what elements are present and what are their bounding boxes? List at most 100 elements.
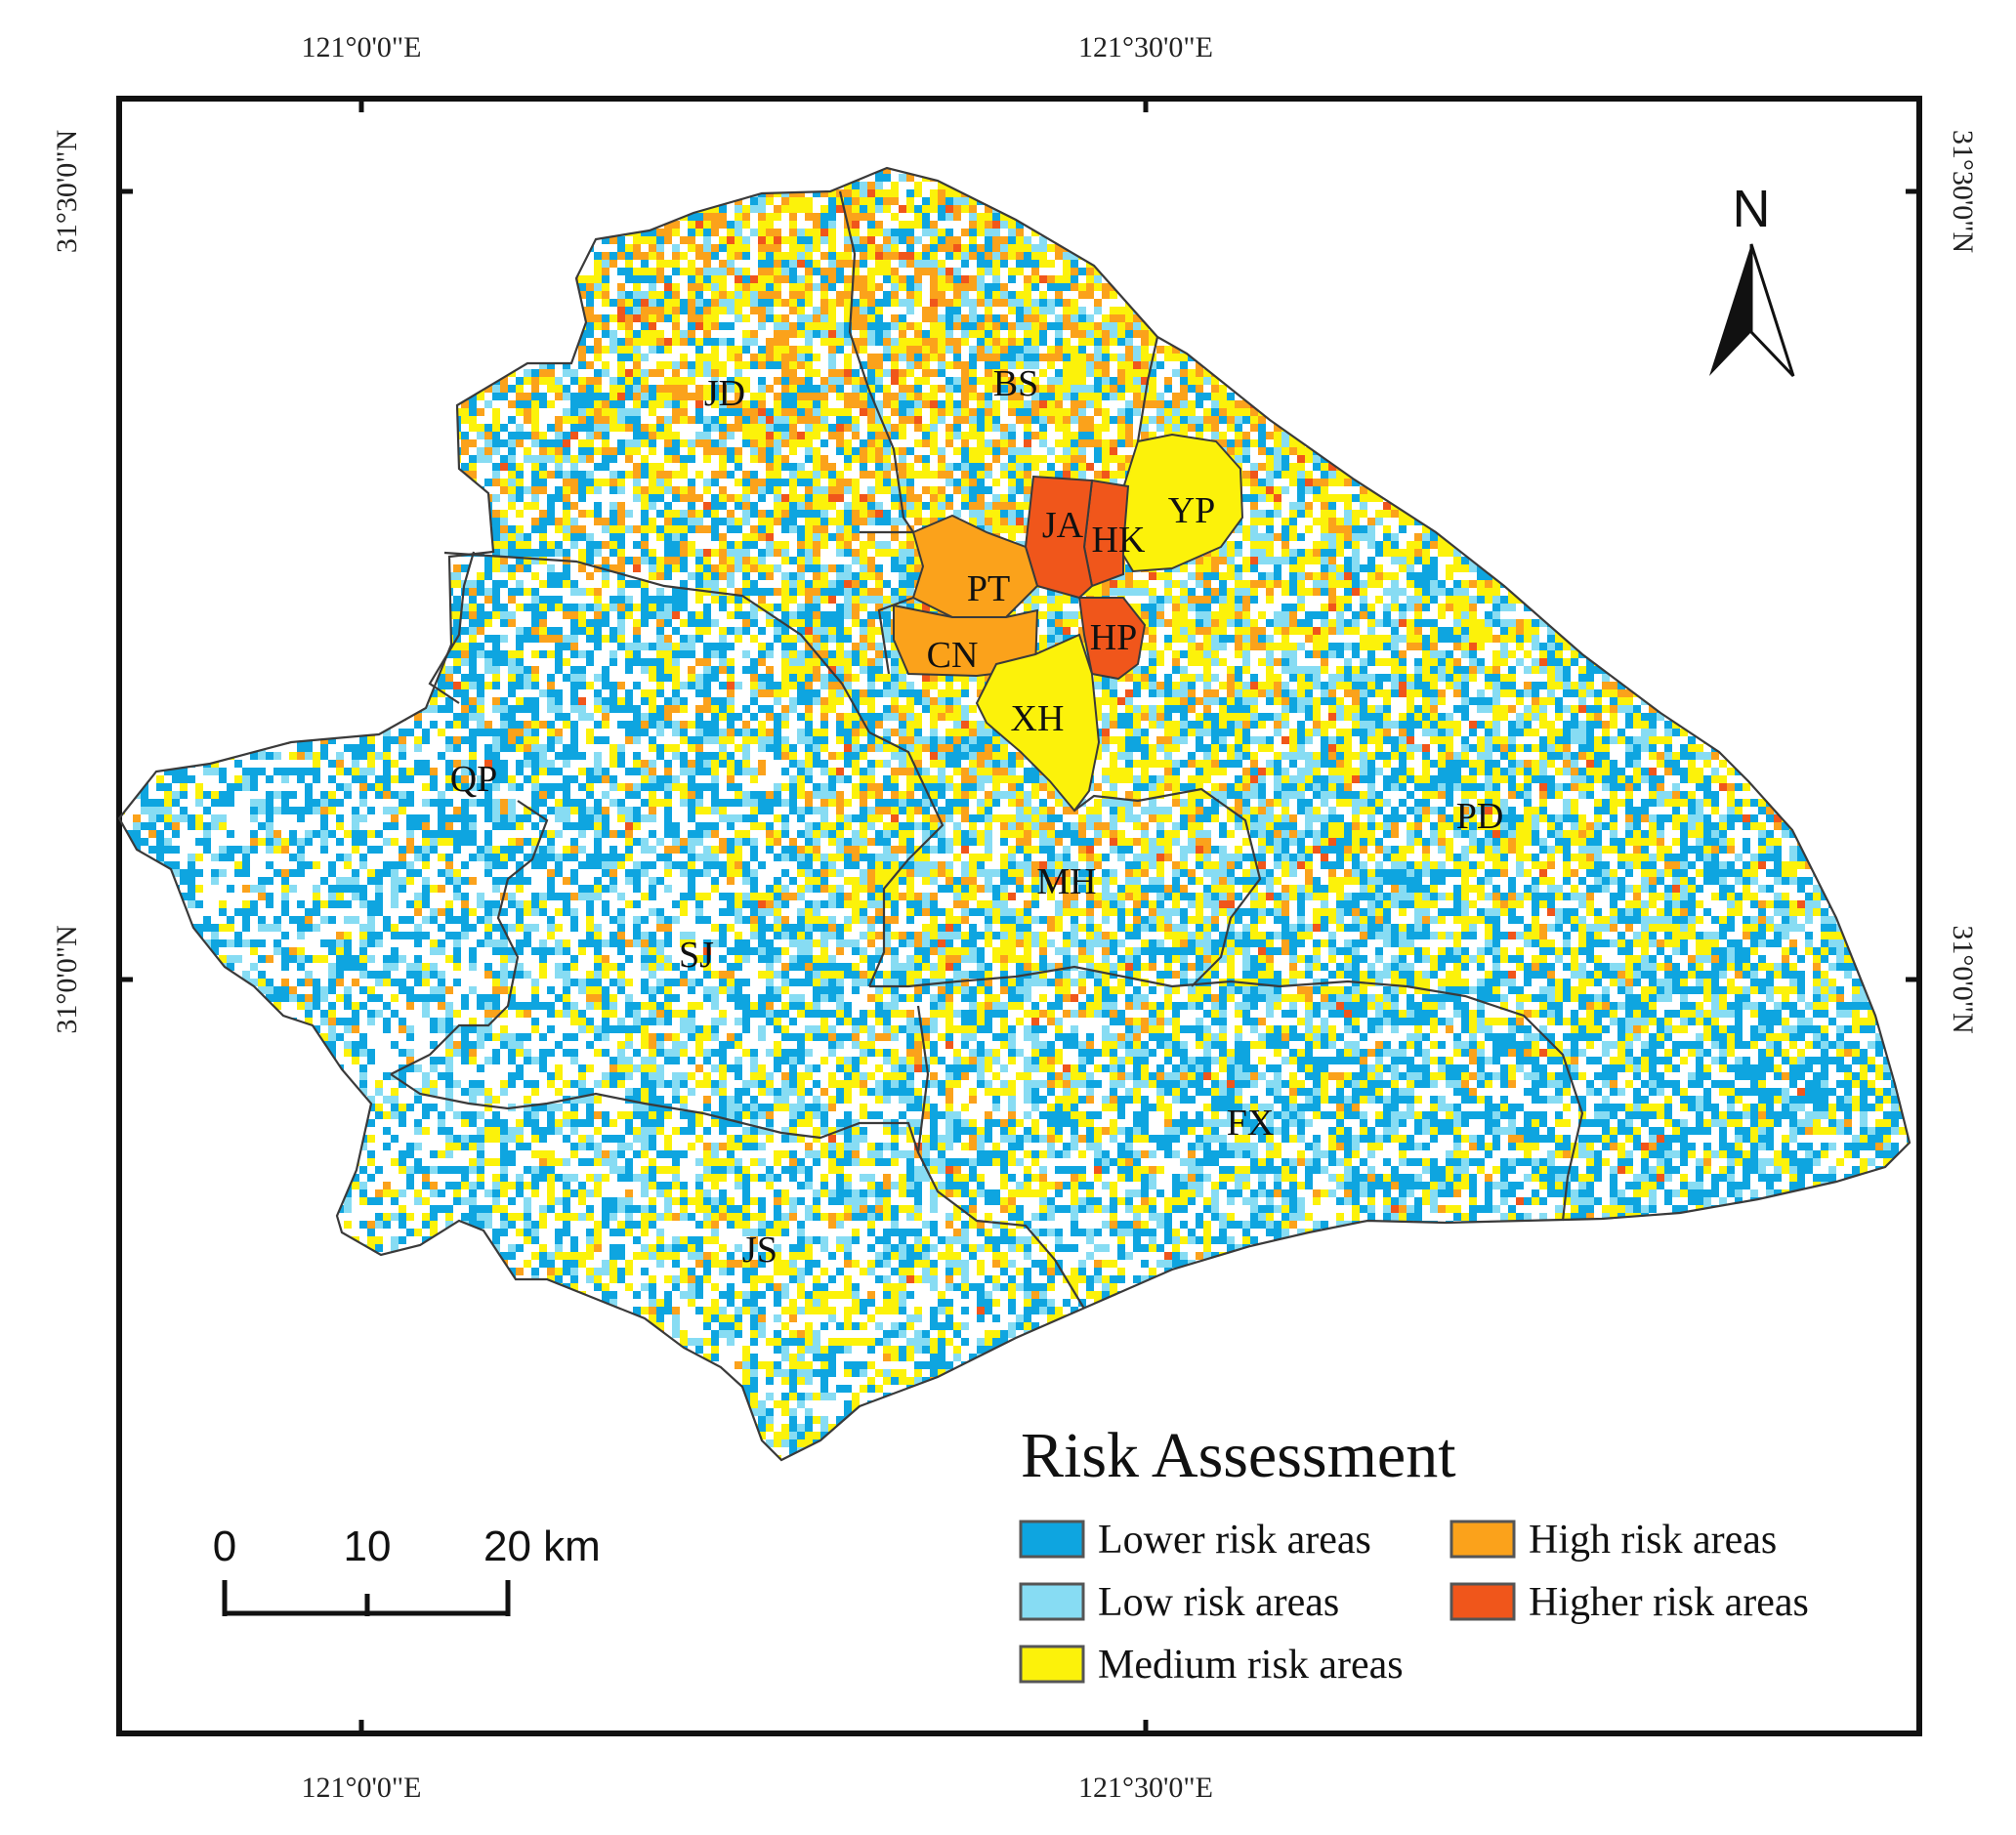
raster-cell	[602, 268, 609, 275]
raster-cell	[867, 291, 875, 299]
raster-cell	[1110, 307, 1117, 314]
raster-cell	[961, 330, 969, 338]
raster-cell	[727, 268, 735, 275]
raster-cell	[594, 369, 602, 377]
raster-cell	[899, 252, 906, 260]
raster-cell	[586, 346, 594, 354]
raster-cell	[844, 197, 852, 205]
raster-cell	[1180, 361, 1188, 369]
raster-cell	[860, 322, 867, 330]
raster-cell	[945, 252, 953, 260]
raster-cell	[844, 182, 852, 189]
raster-cell	[703, 354, 711, 361]
raster-cell	[1008, 229, 1016, 236]
raster-cell	[961, 252, 969, 260]
raster-cell	[875, 221, 883, 229]
raster-cell	[953, 322, 961, 330]
raster-cell	[1008, 221, 1016, 229]
raster-cell	[758, 275, 766, 283]
raster-cell	[930, 244, 938, 252]
raster-cell	[805, 322, 813, 330]
raster-cell	[883, 189, 891, 197]
raster-cell	[820, 213, 828, 221]
raster-cell	[1125, 338, 1133, 346]
raster-cell	[1016, 361, 1024, 369]
raster-cell	[820, 275, 828, 283]
raster-cell	[836, 260, 844, 268]
raster-cell	[922, 346, 930, 354]
raster-cell	[633, 354, 641, 361]
raster-cell	[1008, 338, 1016, 346]
raster-cell	[844, 275, 852, 283]
raster-cell	[813, 189, 820, 197]
raster-cell	[992, 252, 1000, 260]
raster-cell	[594, 346, 602, 354]
raster-cell	[906, 260, 914, 268]
raster-cell	[703, 229, 711, 236]
raster-cell	[899, 229, 906, 236]
raster-cell	[1164, 377, 1172, 385]
raster-cell	[727, 338, 735, 346]
raster-cell	[938, 260, 945, 268]
raster-cell	[969, 252, 977, 260]
raster-cell	[906, 307, 914, 314]
raster-cell	[664, 361, 672, 369]
raster-cell	[656, 338, 664, 346]
raster-cell	[633, 307, 641, 314]
raster-cell	[719, 322, 727, 330]
raster-cell	[820, 307, 828, 314]
raster-cell	[711, 377, 719, 385]
raster-cell	[852, 205, 860, 213]
raster-cell	[867, 236, 875, 244]
raster-cell	[813, 354, 820, 361]
raster-cell	[524, 377, 531, 385]
raster-cell	[766, 307, 774, 314]
raster-cell	[992, 213, 1000, 221]
raster-cell	[922, 268, 930, 275]
raster-cell	[703, 283, 711, 291]
raster-cell	[1031, 260, 1039, 268]
raster-cell	[703, 252, 711, 260]
raster-cell	[1133, 377, 1141, 385]
raster-cell	[930, 221, 938, 229]
raster-cell	[774, 338, 781, 346]
raster-cell	[938, 354, 945, 361]
raster-cell	[727, 260, 735, 268]
raster-cell	[867, 322, 875, 330]
raster-cell	[930, 229, 938, 236]
raster-cell	[797, 252, 805, 260]
raster-cell	[633, 346, 641, 354]
raster-cell	[820, 377, 828, 385]
raster-cell	[649, 229, 656, 236]
raster-cell	[860, 236, 867, 244]
raster-cell	[602, 330, 609, 338]
raster-cell	[641, 369, 649, 377]
raster-cell	[664, 346, 672, 354]
raster-cell	[953, 189, 961, 197]
raster-cell	[813, 322, 820, 330]
raster-cell	[1000, 291, 1008, 299]
raster-cell	[672, 314, 680, 322]
raster-cell	[977, 322, 985, 330]
raster-cell	[953, 268, 961, 275]
raster-cell	[586, 275, 594, 283]
raster-cell	[1133, 322, 1141, 330]
raster-cell	[1125, 361, 1133, 369]
raster-cell	[1086, 361, 1094, 369]
raster-cell	[664, 275, 672, 283]
raster-cell	[711, 275, 719, 283]
raster-cell	[641, 268, 649, 275]
raster-cell	[1086, 369, 1094, 377]
raster-cell	[836, 322, 844, 330]
raster-cell	[664, 221, 672, 229]
raster-cell	[735, 268, 742, 275]
raster-cell	[977, 221, 985, 229]
raster-cell	[735, 299, 742, 307]
raster-cell	[672, 377, 680, 385]
raster-cell	[1047, 275, 1055, 283]
raster-cell	[563, 369, 570, 377]
raster-cell	[1117, 354, 1125, 361]
raster-cell	[1000, 252, 1008, 260]
raster-cell	[688, 299, 695, 307]
raster-cell	[883, 369, 891, 377]
